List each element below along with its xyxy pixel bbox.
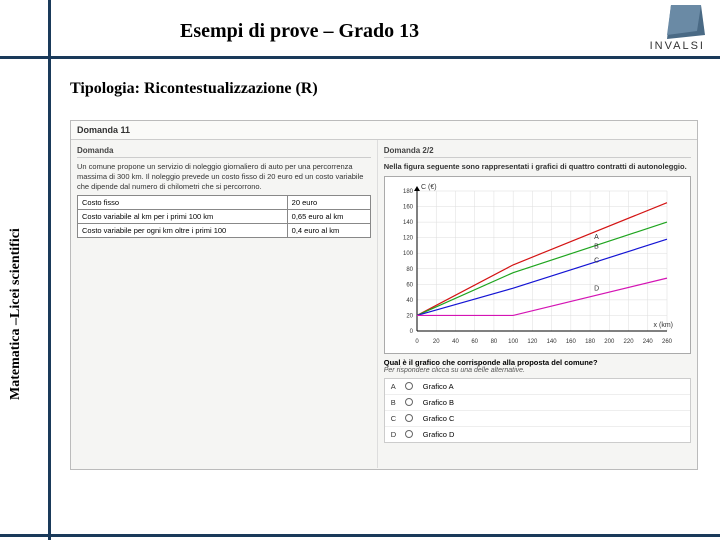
radio-icon [405,430,413,438]
svg-text:40: 40 [452,339,459,345]
svg-text:D: D [594,285,599,292]
svg-text:B: B [594,243,599,250]
svg-text:120: 120 [527,339,538,345]
chart: 0 20 40 60 80 100 120 140 160 180 200 220 240 260 0 20 4… [384,176,691,354]
svg-text:260: 260 [662,339,673,345]
svg-text:60: 60 [471,339,478,345]
left-panel: Domanda Un comune propone un servizio di… [71,140,378,468]
table-row: Costo fisso20 euro [78,196,371,210]
svg-text:100: 100 [403,251,414,257]
svg-text:0: 0 [409,329,413,335]
svg-text:60: 60 [406,282,413,288]
svg-text:100: 100 [508,339,519,345]
chart-svg: 0 20 40 60 80 100 120 140 160 180 200 220 240 260 0 20 4… [387,179,677,349]
cost-table: Costo fisso20 euro Costo variabile al km… [77,195,371,238]
svg-text:C (€): C (€) [421,184,437,191]
domanda-title: Domanda 11 [71,121,697,140]
answer-c[interactable]: CGrafico C [385,411,690,427]
table-row: Costo variabile al km per i primi 100 km… [78,210,371,224]
answer-a[interactable]: AGrafico A [385,379,690,395]
page-title: Esempi di prove – Grado 13 [180,20,419,43]
radio-icon [405,398,413,406]
radio-icon [405,414,413,422]
answer-b[interactable]: BGrafico B [385,395,690,411]
right-label: Domanda 2/2 [384,146,691,158]
svg-text:20: 20 [433,339,440,345]
svg-text:240: 240 [642,339,653,345]
svg-text:180: 180 [585,339,596,345]
hint-text: Per rispondere clicca su una delle alter… [384,367,691,374]
answer-d[interactable]: DGrafico D [385,427,690,442]
svg-text:200: 200 [604,339,615,345]
svg-text:20: 20 [406,313,413,319]
svg-text:0: 0 [415,339,419,345]
left-label: Domanda [77,146,371,158]
side-label: Matematica –Licei scientifici [8,228,24,400]
answers-list: AGrafico A BGrafico B CGrafico C DGrafic… [384,378,691,443]
svg-text:A: A [594,234,599,241]
rule-top [0,56,720,59]
rule-bottom [0,534,720,537]
logo: INVALSI [605,5,705,55]
svg-text:140: 140 [546,339,557,345]
svg-text:220: 220 [623,339,634,345]
logo-shape-icon [667,5,705,39]
content-panel: Domanda 11 Domanda Un comune propone un … [70,120,698,470]
svg-text:160: 160 [403,204,414,210]
question-text: Qual è il grafico che corrisponde alla p… [384,358,691,367]
right-body: Nella figura seguente sono rappresentati… [384,162,691,172]
subtitle: Tipologia: Ricontestualizzazione (R) [70,80,318,98]
radio-icon [405,382,413,390]
svg-text:80: 80 [406,267,413,273]
svg-text:C: C [594,257,599,264]
svg-text:x (km): x (km) [653,322,672,329]
svg-text:160: 160 [566,339,577,345]
svg-text:140: 140 [403,220,414,226]
left-body: Un comune propone un servizio di noleggi… [77,162,371,191]
svg-text:120: 120 [403,235,414,241]
rule-vertical [48,0,51,540]
logo-text: INVALSI [650,40,705,52]
right-panel: Domanda 2/2 Nella figura seguente sono r… [378,140,697,468]
table-row: Costo variabile per ogni km oltre i prim… [78,224,371,238]
svg-text:180: 180 [403,189,414,195]
svg-text:80: 80 [490,339,497,345]
svg-text:40: 40 [406,298,413,304]
